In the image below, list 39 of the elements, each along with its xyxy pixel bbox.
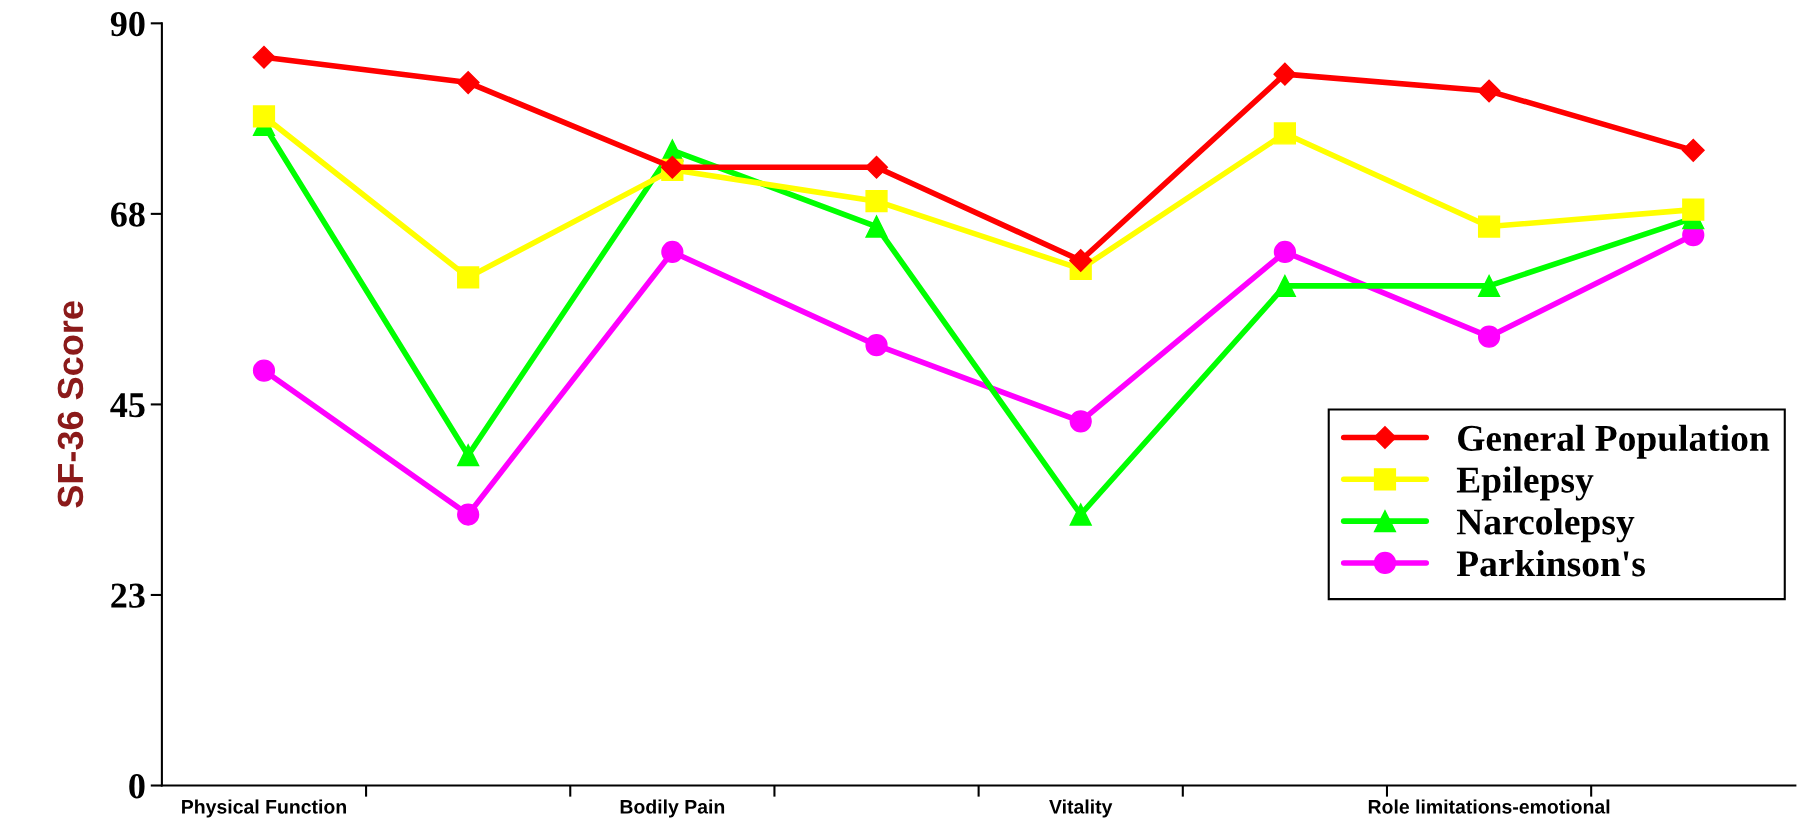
point [865,215,888,238]
point [456,71,480,95]
y-tick-label: 23 [111,583,145,608]
x-tick-label: Vitality [1049,799,1113,818]
legend-label: Parkinson's [1456,550,1645,577]
point [1682,198,1705,221]
x-tick-label: Role limitations-emotional [1368,799,1610,814]
point [865,334,888,357]
point [1477,215,1501,238]
point [1069,410,1092,433]
x-tick-label: Bodily Pain [620,799,725,818]
y-tick-label: 45 [110,393,145,418]
point [1069,503,1092,526]
point [457,503,480,526]
y-axis-title: SF-36 Score [57,301,84,508]
legend-label: General Population [1458,424,1770,459]
point [865,190,888,213]
point [1477,325,1501,348]
point [252,45,276,69]
point [1477,79,1501,103]
point [457,444,480,467]
point [1273,240,1297,264]
point [252,105,276,128]
point [1069,248,1093,272]
y-tick-label: 68 [111,202,145,227]
y-tick-label: 90 [110,11,145,37]
point [252,359,276,382]
point [1681,138,1705,162]
point [865,155,889,179]
legend-label: Narcolepsy [1456,508,1635,543]
x-tick-label: Physical Function [182,799,346,818]
point [1477,274,1501,297]
point [661,240,684,264]
point [457,266,480,289]
point [1273,122,1297,145]
point [1273,62,1297,86]
y-tick-label: 0 [129,774,145,799]
legend-label: Epilepsy [1456,466,1594,501]
point [1273,274,1297,297]
